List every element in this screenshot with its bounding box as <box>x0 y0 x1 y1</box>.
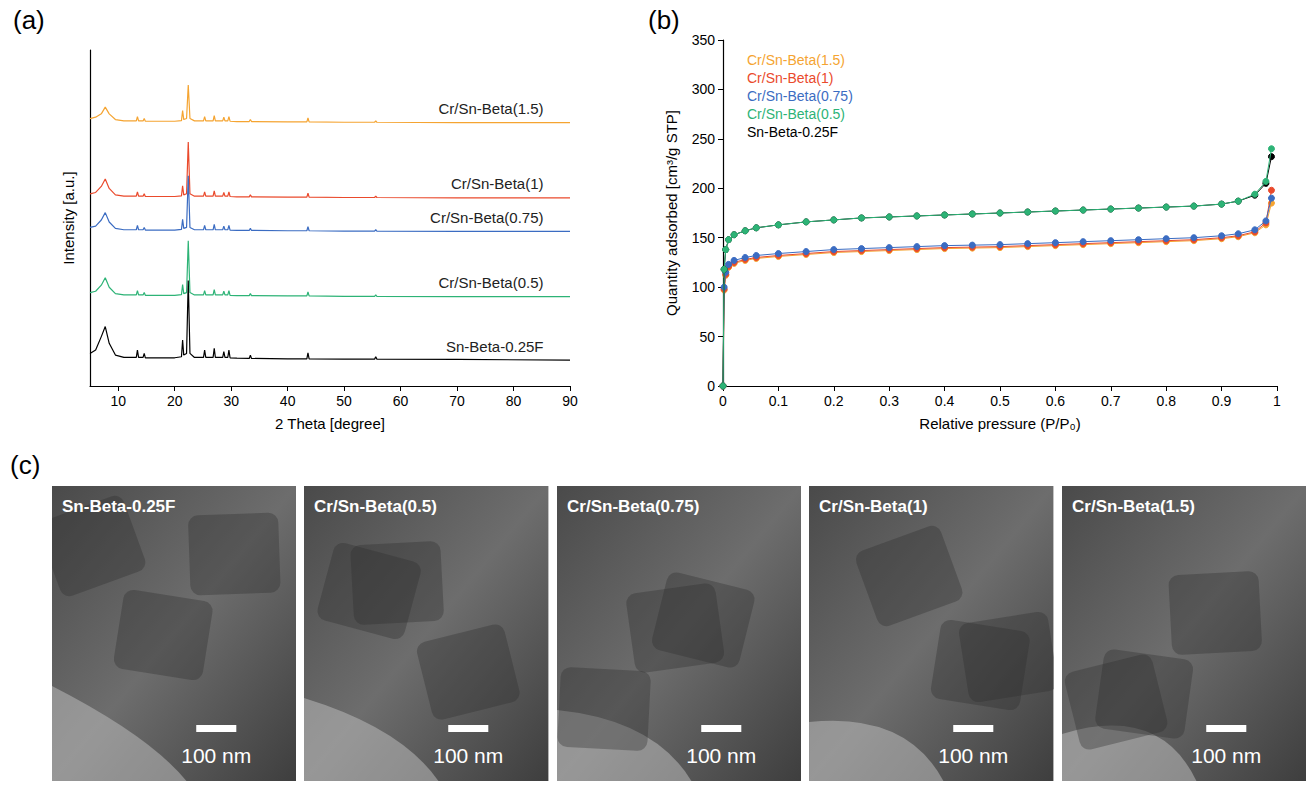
svg-text:Cr/Sn-Beta(0.5): Cr/Sn-Beta(0.5) <box>314 497 437 516</box>
svg-text:0.2: 0.2 <box>824 393 844 409</box>
svg-text:0.7: 0.7 <box>1101 393 1121 409</box>
svg-text:Sn-Beta-0.25F: Sn-Beta-0.25F <box>446 338 544 355</box>
svg-text:150: 150 <box>692 230 716 246</box>
svg-text:Cr/Sn-Beta(1.5): Cr/Sn-Beta(1.5) <box>1072 497 1195 516</box>
svg-text:100: 100 <box>692 279 716 295</box>
svg-text:0.5: 0.5 <box>990 393 1010 409</box>
svg-text:0.3: 0.3 <box>879 393 899 409</box>
svg-text:(b): (b) <box>648 5 680 35</box>
svg-text:100 nm: 100 nm <box>181 744 251 767</box>
svg-text:Sn-Beta-0.25F: Sn-Beta-0.25F <box>747 124 838 140</box>
svg-text:Cr/Sn-Beta(0.5): Cr/Sn-Beta(0.5) <box>747 106 845 122</box>
svg-text:0.9: 0.9 <box>1212 393 1232 409</box>
svg-text:Cr/Sn-Beta(1): Cr/Sn-Beta(1) <box>747 70 833 86</box>
svg-text:20: 20 <box>167 393 183 409</box>
svg-text:Cr/Sn-Beta(1.5): Cr/Sn-Beta(1.5) <box>747 52 845 68</box>
svg-text:10: 10 <box>110 393 126 409</box>
svg-text:30: 30 <box>223 393 239 409</box>
svg-text:350: 350 <box>692 32 716 48</box>
svg-text:Cr/Sn-Beta(0.75): Cr/Sn-Beta(0.75) <box>430 209 543 226</box>
svg-text:250: 250 <box>692 131 716 147</box>
svg-text:Cr/Sn-Beta(0.75): Cr/Sn-Beta(0.75) <box>747 88 853 104</box>
svg-text:50: 50 <box>336 393 352 409</box>
svg-text:100 nm: 100 nm <box>938 744 1008 767</box>
svg-text:(a): (a) <box>13 5 45 35</box>
svg-text:100 nm: 100 nm <box>434 744 504 767</box>
svg-text:100 nm: 100 nm <box>686 744 756 767</box>
html-text:(c): (c) <box>10 450 41 480</box>
svg-text:200: 200 <box>692 180 716 196</box>
svg-text:40: 40 <box>280 393 296 409</box>
svg-text:2 Theta [degree]: 2 Theta [degree] <box>275 415 385 432</box>
svg-text:100 nm: 100 nm <box>1191 744 1261 767</box>
svg-text:Sn-Beta-0.25F: Sn-Beta-0.25F <box>62 497 175 516</box>
svg-text:0.8: 0.8 <box>1156 393 1176 409</box>
svg-text:50: 50 <box>699 329 715 345</box>
svg-text:0.4: 0.4 <box>935 393 955 409</box>
svg-text:0.1: 0.1 <box>769 393 789 409</box>
svg-text:0: 0 <box>707 378 715 394</box>
svg-text:Relative pressure (P/P₀): Relative pressure (P/P₀) <box>919 415 1080 432</box>
svg-text:Quantity adsorbed [cm³/g STP]: Quantity adsorbed [cm³/g STP] <box>663 110 680 316</box>
svg-text:Cr/Sn-Beta(1): Cr/Sn-Beta(1) <box>819 497 928 516</box>
svg-text:1: 1 <box>1273 393 1281 409</box>
svg-text:0: 0 <box>719 393 727 409</box>
svg-text:80: 80 <box>506 393 522 409</box>
svg-text:Cr/Sn-Beta(0.75): Cr/Sn-Beta(0.75) <box>567 497 699 516</box>
svg-text:Intensity [a.u.]: Intensity [a.u.] <box>60 171 77 264</box>
svg-text:Cr/Sn-Beta(0.5): Cr/Sn-Beta(0.5) <box>438 274 543 291</box>
svg-text:0.6: 0.6 <box>1046 393 1066 409</box>
svg-text:90: 90 <box>562 393 578 409</box>
svg-text:Cr/Sn-Beta(1): Cr/Sn-Beta(1) <box>451 175 544 192</box>
svg-text:300: 300 <box>692 81 716 97</box>
svg-text:Cr/Sn-Beta(1.5): Cr/Sn-Beta(1.5) <box>438 100 543 117</box>
svg-text:60: 60 <box>393 393 409 409</box>
svg-text:70: 70 <box>449 393 465 409</box>
